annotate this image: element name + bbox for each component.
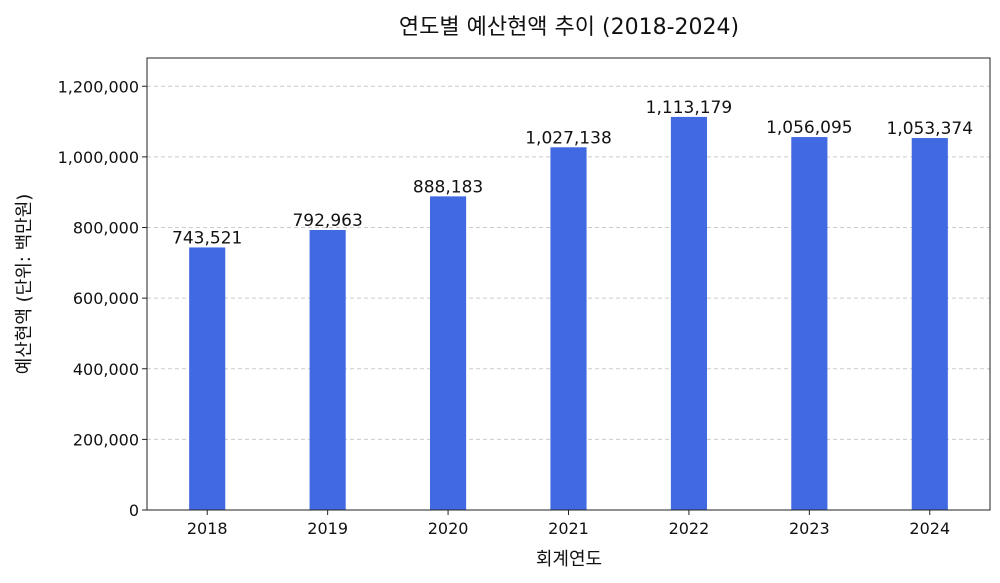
y-tick-label: 800,000 bbox=[73, 219, 139, 238]
data-label-2021: 1,027,138 bbox=[525, 128, 612, 148]
x-tick-label-2018: 2018 bbox=[187, 519, 228, 538]
bars bbox=[189, 116, 948, 511]
data-label-2024: 1,053,374 bbox=[887, 119, 974, 139]
data-label-2019: 792,963 bbox=[292, 211, 362, 231]
x-tick-label-2021: 2021 bbox=[548, 519, 589, 538]
bar-2020 bbox=[430, 196, 467, 510]
y-tick-label: 200,000 bbox=[73, 430, 139, 449]
data-label-2018: 743,521 bbox=[172, 228, 242, 248]
bar-2022 bbox=[670, 116, 707, 511]
x-tick-label-2024: 2024 bbox=[909, 519, 950, 538]
y-tick-label: 1,200,000 bbox=[58, 77, 139, 96]
x-tick-label-2019: 2019 bbox=[307, 519, 348, 538]
x-tick-label-2020: 2020 bbox=[428, 519, 469, 538]
y-axis-ticks: 0 200,000 400,000 600,000 800,000 1,000,000 1,… bbox=[58, 77, 147, 520]
y-tick-label: 400,000 bbox=[73, 360, 139, 379]
bar-2019 bbox=[309, 229, 346, 511]
data-label-2020: 888,183 bbox=[413, 177, 483, 197]
bar-2024 bbox=[911, 138, 948, 510]
y-axis-label: 예산현액 (단위: 백만원) bbox=[14, 194, 35, 375]
chart-title: 연도별 예산현액 추이 (2018-2024) bbox=[399, 15, 739, 40]
y-tick-label: 0 bbox=[129, 501, 139, 520]
bar-2021 bbox=[550, 147, 587, 510]
data-labels: 743,521 792,963 888,183 1,027,138 1,113,179 1… bbox=[172, 98, 973, 249]
x-axis-ticks: 2018 2019 2020 2021 2022 2023 2024 bbox=[187, 510, 950, 538]
data-label-2022: 1,113,179 bbox=[646, 98, 733, 118]
data-label-2023: 1,056,095 bbox=[766, 118, 853, 138]
bar-2023 bbox=[791, 137, 828, 510]
y-tick-label: 600,000 bbox=[73, 289, 139, 308]
y-tick-label: 1,000,000 bbox=[58, 148, 139, 167]
x-axis-label: 회계연도 bbox=[536, 549, 602, 570]
x-tick-label-2022: 2022 bbox=[669, 519, 710, 538]
x-tick-label-2023: 2023 bbox=[789, 519, 830, 538]
bar-2018 bbox=[189, 247, 226, 510]
